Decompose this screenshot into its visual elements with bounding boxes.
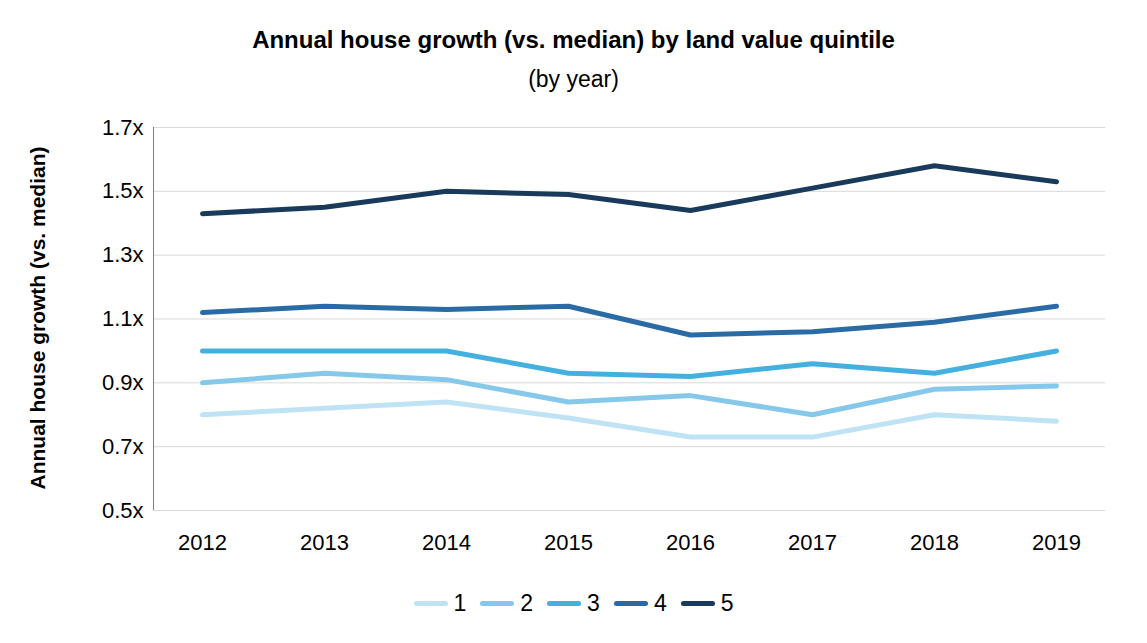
html-text:4: 4 bbox=[653, 590, 667, 616]
html-text:Annual house growth (vs. media: Annual house growth (vs. median) by land… bbox=[252, 26, 895, 53]
html-text:2: 2 bbox=[520, 590, 534, 616]
svg-text:0.9x: 0.9x bbox=[102, 370, 144, 395]
svg-text:0.7x: 0.7x bbox=[102, 434, 144, 459]
svg-text:1.7x: 1.7x bbox=[102, 115, 144, 140]
svg-text:2018: 2018 bbox=[910, 530, 959, 555]
svg-text:2016: 2016 bbox=[666, 530, 715, 555]
html-text:3: 3 bbox=[587, 590, 600, 616]
html-text:1: 1 bbox=[453, 590, 467, 616]
svg-text:2012: 2012 bbox=[178, 530, 227, 555]
svg-text:2014: 2014 bbox=[422, 530, 471, 555]
html-text:Annual house growth (vs. media: Annual house growth (vs. median) bbox=[26, 146, 49, 490]
html-text:5: 5 bbox=[720, 590, 734, 616]
svg-text:2015: 2015 bbox=[544, 530, 593, 555]
svg-text:2013: 2013 bbox=[300, 530, 349, 555]
svg-text:1.1x: 1.1x bbox=[102, 306, 144, 331]
svg-text:0.5x: 0.5x bbox=[102, 498, 144, 523]
svg-text:1.3x: 1.3x bbox=[102, 242, 144, 267]
svg-text:1.5x: 1.5x bbox=[102, 178, 144, 203]
html-text:(by year): (by year) bbox=[528, 66, 619, 92]
svg-text:2017: 2017 bbox=[788, 530, 837, 555]
svg-text:2019: 2019 bbox=[1032, 530, 1081, 555]
